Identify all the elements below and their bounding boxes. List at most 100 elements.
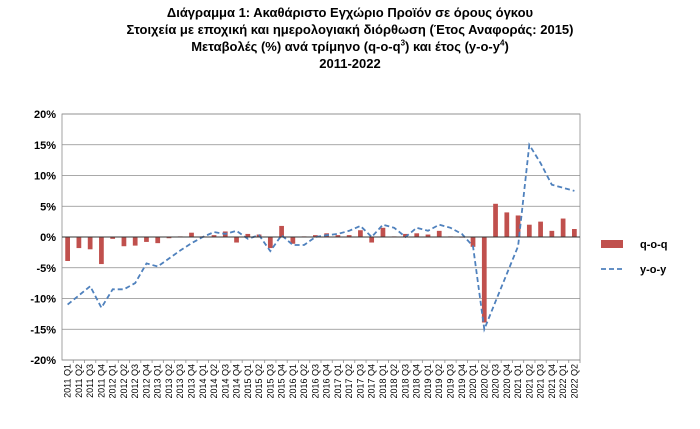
chart-title-line-2: Στοιχεία με εποχική και ημερολογιακή διό… — [126, 22, 574, 37]
x-tick-label: 2016 Q4 — [322, 364, 332, 399]
x-tick-label: 2013 Q4 — [187, 364, 197, 399]
bar-q-o-q — [346, 235, 352, 237]
bar-q-o-q — [166, 237, 172, 239]
x-tick-label: 2013 Q3 — [175, 364, 185, 399]
bar-q-o-q — [481, 237, 487, 323]
x-tick-label: 2017 Q4 — [367, 364, 377, 399]
bar-q-o-q — [155, 237, 161, 244]
chart-titles: Διάγραμμα 1: Ακαθάριστο Εγχώριο Προϊόν σ… — [0, 4, 700, 72]
x-tick-label: 2020 Q1 — [468, 364, 478, 399]
line-y-o-y — [67, 142, 575, 333]
bar-q-o-q — [110, 237, 116, 239]
x-tick-label: 2018 Q2 — [389, 364, 399, 399]
x-tick-label: 2017 Q3 — [355, 364, 365, 399]
y-tick-label: 5% — [40, 201, 56, 213]
chart-title-line-4: 2011-2022 — [319, 56, 381, 71]
x-tick-label: 2011 Q2 — [74, 364, 84, 398]
x-tick-label: 2015 Q3 — [265, 364, 275, 399]
y-tick-label: -10% — [30, 294, 56, 306]
x-tick-label: 2014 Q4 — [232, 364, 242, 399]
bar-series-q-o-q — [65, 203, 577, 323]
x-tick-label: 2016 Q3 — [310, 364, 320, 399]
y-tick-label: -20% — [30, 355, 56, 367]
bar-q-o-q — [572, 229, 577, 237]
y-tick-label: 10% — [34, 171, 56, 183]
bar-q-o-q — [414, 233, 420, 237]
x-tick-label: 2018 Q4 — [412, 364, 422, 399]
x-tick-label: 2018 Q1 — [378, 364, 388, 399]
bar-q-o-q — [470, 237, 476, 247]
x-tick-label: 2020 Q3 — [491, 364, 501, 399]
x-tick-label: 2019 Q3 — [446, 364, 456, 399]
x-tick-label: 2015 Q2 — [254, 364, 264, 399]
x-tick-label: 2019 Q4 — [457, 364, 467, 399]
legend: q-o-q y-o-y — [601, 239, 667, 276]
bar-q-o-q — [267, 237, 273, 249]
y-tick-label: -5% — [36, 263, 56, 275]
chart-title-line-3: Μεταβολές (%) ανά τρίμηνο (q-o-q3) και έ… — [0, 38, 700, 55]
x-tick-label: 2022 Q2 — [569, 364, 579, 399]
x-tick-label: 2021 Q1 — [513, 364, 523, 399]
x-tick-label: 2011 Q1 — [63, 364, 73, 398]
x-tick-label: 2016 Q2 — [299, 364, 309, 399]
title-part-b: ) και έτος (y-o-y — [405, 39, 500, 54]
y-tick-label: 0% — [40, 232, 56, 244]
x-tick-label: 2014 Q1 — [198, 364, 208, 399]
x-tick-label: 2020 Q4 — [502, 364, 512, 399]
bar-q-o-q — [279, 225, 284, 237]
y-tick-label: 15% — [34, 140, 56, 152]
x-tick-label: 2021 Q2 — [524, 364, 534, 399]
title-part-c: ) — [504, 39, 509, 54]
bar-q-o-q — [380, 227, 386, 237]
x-tick-label: 2012 Q3 — [130, 364, 140, 399]
bar-q-o-q — [493, 203, 498, 237]
bar-q-o-q — [358, 230, 363, 237]
bar-q-o-q — [245, 233, 251, 237]
bar-q-o-q — [504, 212, 510, 237]
x-tick-label: 2020 Q2 — [479, 364, 489, 399]
chart-title-line-1: Διάγραμμα 1: Ακαθάριστο Εγχώριο Προϊόν σ… — [166, 5, 534, 20]
line-series-y-o-y — [67, 142, 575, 333]
x-axis-ticks: 2011 Q1 2011 Q2 2011 Q3 2011 Q4 2012 Q1 2012 … — [63, 360, 581, 399]
bar-q-o-q — [313, 235, 318, 237]
bar-q-o-q — [526, 224, 532, 237]
x-tick-label: 2016 Q1 — [288, 364, 298, 399]
x-tick-label: 2019 Q2 — [434, 364, 444, 399]
title-sup-4: 4 — [500, 38, 505, 48]
y-axis-ticks: -20% -15% -10% -5% 0% 5% 10% 15% 20% — [30, 109, 56, 367]
bar-q-o-q — [515, 215, 521, 237]
bar-q-o-q — [189, 232, 194, 237]
y-tick-label: 20% — [34, 109, 56, 121]
title-sup-3: 3 — [400, 38, 406, 48]
legend-swatch-q-o-q — [601, 240, 623, 248]
x-tick-label: 2011 Q3 — [85, 364, 95, 398]
bar-q-o-q — [335, 235, 341, 237]
x-tick-label: 2015 Q4 — [277, 364, 287, 399]
x-tick-label: 2017 Q2 — [344, 364, 354, 399]
bar-q-o-q — [403, 233, 408, 237]
x-tick-label: 2012 Q2 — [119, 364, 129, 399]
x-tick-label: 2022 Q1 — [558, 364, 568, 399]
bar-q-o-q — [132, 237, 138, 246]
bar-q-o-q — [87, 237, 93, 250]
title-part-a: Μεταβολές (%) ανά τρίμηνο (q-o-q — [191, 39, 401, 54]
axes — [61, 113, 581, 361]
x-tick-label: 2021 Q4 — [547, 364, 557, 399]
x-tick-label: 2013 Q1 — [153, 364, 163, 399]
legend-label-y-o-y: y-o-y — [640, 264, 667, 276]
x-tick-label: 2019 Q1 — [423, 364, 433, 399]
x-tick-label: 2014 Q3 — [220, 364, 230, 399]
x-tick-label: 2011 Q4 — [96, 364, 106, 398]
bar-q-o-q — [538, 221, 543, 237]
x-tick-label: 2021 Q3 — [536, 364, 546, 399]
bar-q-o-q — [290, 237, 296, 244]
x-tick-label: 2015 Q1 — [243, 364, 253, 399]
bar-q-o-q — [549, 230, 555, 237]
x-tick-label: 2014 Q2 — [209, 364, 219, 399]
x-tick-label: 2012 Q4 — [141, 364, 151, 399]
x-tick-label: 2013 Q2 — [164, 364, 174, 399]
bar-q-o-q — [99, 237, 104, 265]
bar-q-o-q — [76, 237, 82, 249]
bar-q-o-q — [211, 235, 217, 237]
